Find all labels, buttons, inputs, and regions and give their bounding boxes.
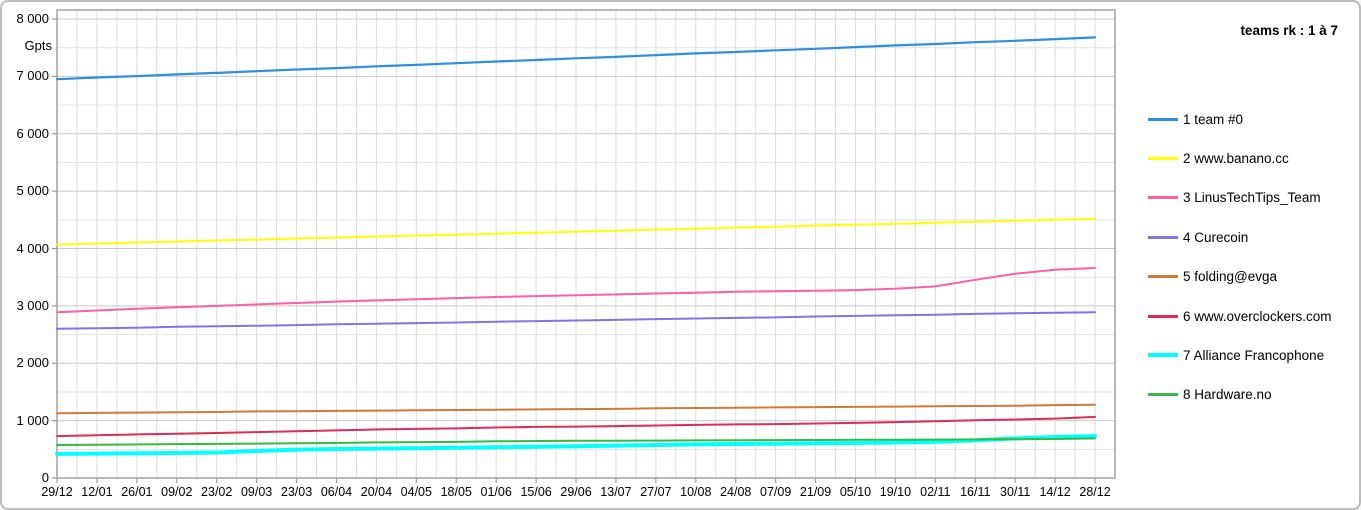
legend-item-rank-4: 4 Curecoin — [1148, 229, 1248, 245]
legend-item-rank-7: 7 Alliance Francophone — [1148, 347, 1324, 363]
plot-border — [56, 9, 1116, 479]
legend-item-label: 6 www.overclockers.com — [1183, 308, 1332, 324]
x-axis-tick-label: 29/12 — [41, 485, 73, 499]
x-axis-tick-label: 12/01 — [81, 485, 113, 499]
x-axis-tick-label: 24/08 — [720, 485, 752, 499]
x-axis-tick-label: 09/03 — [240, 485, 273, 499]
series-line-rank-8 — [56, 437, 1096, 446]
x-axis-tick-label: 06/04 — [320, 485, 353, 499]
x-axis-tick-label: 26/01 — [121, 485, 153, 499]
legend-item-rank-2: 2 www.banano.cc — [1148, 150, 1289, 166]
x-axis-tick-label: 07/09 — [760, 485, 792, 499]
legend-item-label: 3 LinusTechTips_Team — [1183, 190, 1321, 206]
x-axis-tick-label: 13/07 — [600, 485, 632, 499]
legend-item-rank-8: 8 Hardware.no — [1148, 387, 1272, 403]
series-line-rank-4 — [56, 311, 1096, 330]
legend-swatch — [1148, 235, 1178, 239]
legend-item-label: 8 Hardware.no — [1183, 387, 1272, 403]
legend-item-label: 4 Curecoin — [1183, 229, 1249, 245]
y-axis-tick-label: 5 000 — [16, 183, 49, 199]
legend-swatch — [1148, 314, 1178, 318]
x-axis-tick-label: 29/06 — [560, 485, 592, 499]
x-axis-tick-label: 23/02 — [201, 485, 233, 499]
legend-title: teams rk : 1 à 7 — [1240, 23, 1338, 38]
legend-item-label: 5 folding@evga — [1183, 269, 1278, 285]
legend-swatch — [1148, 156, 1178, 160]
x-axis-tick-label: 04/05 — [400, 485, 432, 499]
x-axis-tick-label: 01/06 — [480, 485, 512, 499]
x-axis-tick-label: 21/09 — [799, 485, 832, 499]
legend-swatch — [1148, 196, 1178, 200]
y-axis-unit-label: Gpts — [24, 38, 52, 53]
legend-swatch — [1148, 117, 1178, 121]
y-axis-tick-label: 6 000 — [16, 125, 49, 141]
legend-item-rank-6: 6 www.overclockers.com — [1148, 308, 1332, 324]
x-axis-tick-label: 30/11 — [1000, 485, 1031, 499]
y-axis-tick-label: 4 000 — [16, 240, 49, 256]
y-axis-tick-label: 2 000 — [16, 355, 49, 371]
series-line-rank-1 — [55, 36, 1097, 81]
series-line-rank-2 — [56, 217, 1096, 246]
x-axis-tick-label: 16/11 — [960, 485, 991, 499]
legend-item-label: 7 Alliance Francophone — [1183, 347, 1325, 363]
legend-item-rank-5: 5 folding@evga — [1148, 269, 1277, 285]
series-line-rank-3 — [56, 267, 1096, 314]
series-line-rank-6 — [56, 415, 1096, 438]
legend: 1 team #0 2 www.banano.cc 3 LinusTechTips_… — [1148, 2, 1358, 508]
y-axis-tick-label: 3 000 — [16, 297, 49, 313]
x-axis-tick-label: 28/12 — [1079, 485, 1111, 499]
y-axis-tick-label: 1 000 — [16, 412, 49, 428]
y-axis-tick-label: 8 000 — [16, 11, 49, 26]
legend-item-label: 1 team #0 — [1183, 111, 1244, 127]
legend-swatch — [1148, 393, 1178, 397]
x-axis-tick-label: 05/10 — [839, 485, 872, 499]
x-axis-tick-label: 18/05 — [440, 485, 472, 499]
y-axis-tick-label: 0 — [41, 470, 49, 485]
y-axis-tick-label: 7 000 — [16, 68, 49, 84]
x-axis-tick-label: 19/10 — [879, 485, 912, 499]
series-line-rank-5 — [56, 403, 1096, 415]
legend-item-rank-3: 3 LinusTechTips_Team — [1148, 190, 1321, 206]
x-axis-tick-label: 02/11 — [920, 485, 951, 499]
legend-item-rank-1: 1 team #0 — [1148, 111, 1243, 127]
legend-item-label: 2 www.banano.cc — [1183, 150, 1289, 166]
x-axis-tick-label: 09/02 — [161, 485, 193, 499]
x-axis-tick-label: 15/06 — [520, 485, 552, 499]
x-axis-tick-label: 20/04 — [360, 485, 393, 499]
x-axis-tick-label: 14/12 — [1039, 485, 1071, 499]
legend-swatch — [1148, 275, 1178, 279]
series-line-rank-7 — [55, 434, 1097, 456]
x-axis-tick-label: 27/07 — [640, 485, 672, 499]
x-axis-tick-label: 23/03 — [280, 485, 313, 499]
legend-swatch — [1148, 353, 1178, 358]
x-axis-tick-label: 10/08 — [680, 485, 712, 499]
